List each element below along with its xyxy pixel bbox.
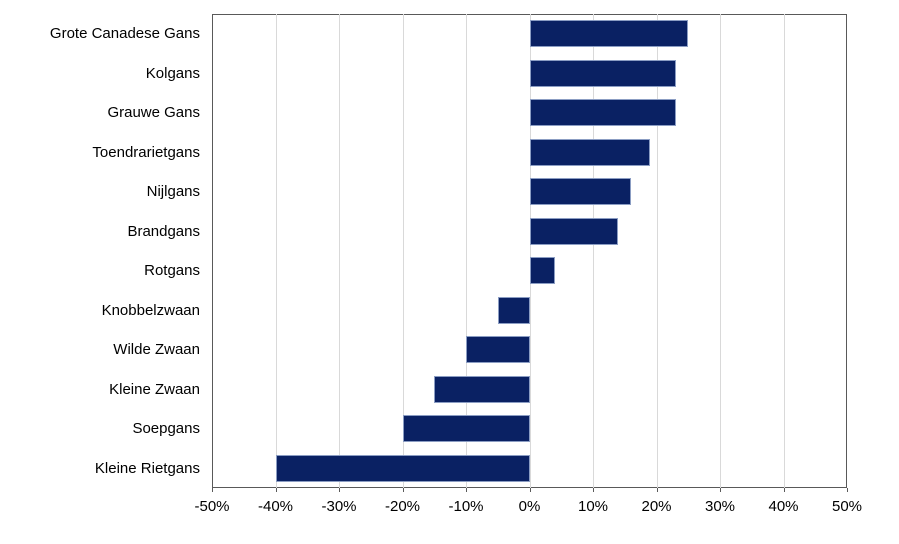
bar	[402, 415, 530, 443]
bar	[529, 178, 632, 206]
x-axis-tick-label: -30%	[321, 498, 357, 515]
bar	[275, 454, 530, 482]
axis-tick	[720, 488, 721, 492]
gridline	[720, 14, 721, 488]
category-label: Nijlgans	[146, 183, 200, 201]
x-axis-tick-label: 50%	[831, 498, 863, 515]
axis-tick	[783, 488, 785, 492]
gridline	[339, 14, 340, 488]
category-label: Knobbelzwaan	[101, 301, 200, 319]
x-axis-tick-label: 10%	[577, 498, 609, 515]
category-label: Wilde Zwaan	[113, 341, 200, 359]
axis-tick	[402, 488, 404, 492]
gridline	[656, 14, 658, 488]
axis-tick	[656, 488, 658, 492]
gridline	[593, 14, 594, 488]
bar	[434, 375, 530, 403]
x-axis-tick-label: 40%	[768, 498, 799, 515]
bar	[529, 59, 676, 87]
axis-tick	[212, 488, 213, 492]
axis-tick	[339, 488, 340, 492]
x-axis-tick-label: -20%	[384, 498, 421, 515]
category-label: Brandgans	[127, 222, 200, 240]
gridline	[402, 14, 404, 488]
category-label: Rotgans	[144, 262, 200, 280]
axis-tick	[529, 488, 531, 492]
axis-tick	[593, 488, 594, 492]
bar	[529, 257, 555, 285]
bar	[529, 99, 676, 127]
category-label: Kleine Rietgans	[94, 459, 200, 477]
axis-tick	[847, 488, 848, 492]
gridline	[275, 14, 277, 488]
gridline	[529, 14, 531, 488]
axis-tick	[466, 488, 467, 492]
x-axis-tick-label: -50%	[194, 498, 230, 515]
bar	[529, 20, 689, 48]
x-axis-tick-label: -40%	[257, 498, 294, 515]
category-label: Grauwe Gans	[107, 104, 200, 122]
bar	[466, 336, 530, 364]
bar	[529, 217, 619, 245]
x-axis-tick-label: 30%	[704, 498, 736, 515]
x-axis-tick-label: 0%	[518, 498, 541, 515]
x-axis-tick-label: -10%	[448, 498, 484, 515]
category-label: Kolgans	[145, 64, 200, 82]
axis-tick	[275, 488, 277, 492]
category-label: Soepgans	[132, 420, 200, 438]
gridline	[783, 14, 785, 488]
x-axis-tick-label: 20%	[641, 498, 672, 515]
category-label: Toendrarietgans	[92, 143, 200, 161]
gridline	[466, 14, 467, 488]
category-label: Grote Canadese Gans	[49, 25, 200, 43]
category-label: Kleine Zwaan	[109, 380, 200, 398]
bar	[497, 296, 530, 324]
bar	[529, 138, 651, 166]
